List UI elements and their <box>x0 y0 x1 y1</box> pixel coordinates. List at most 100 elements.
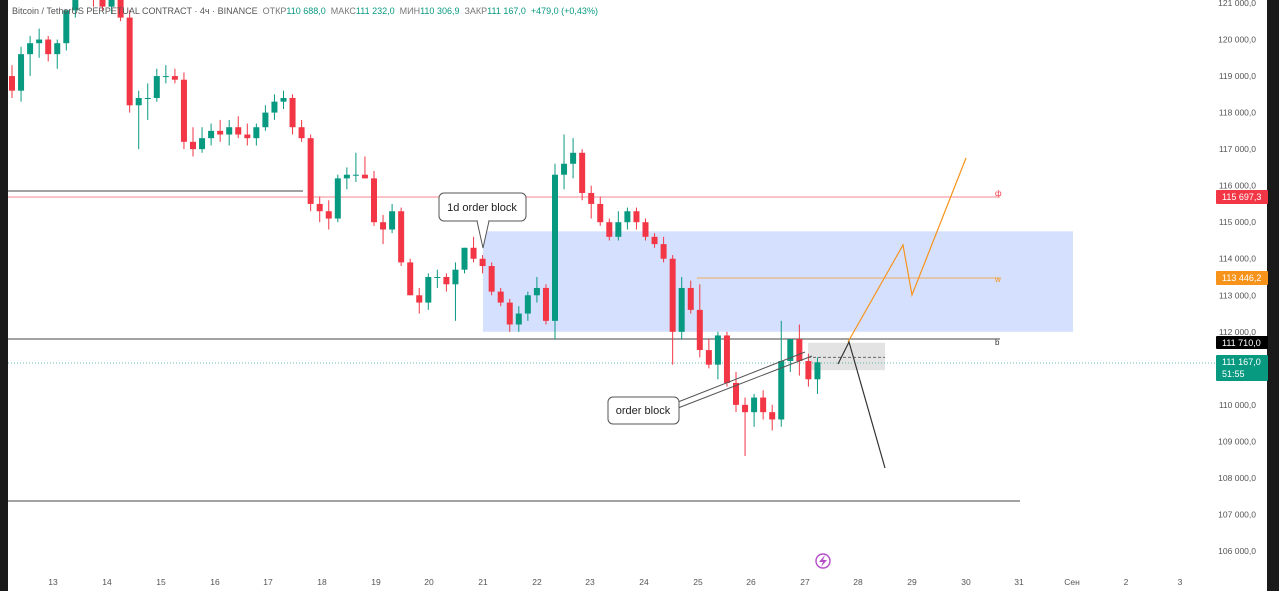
candle-body <box>769 412 776 420</box>
bearish-projection <box>837 340 886 469</box>
line-tag-1: w <box>994 275 1001 284</box>
x-tick-label: 17 <box>263 577 273 587</box>
candle-body <box>280 97 287 102</box>
x-tick-label: 22 <box>532 577 542 587</box>
candle-body <box>316 203 323 212</box>
x-tick-label: 31 <box>1014 577 1024 587</box>
candle-body <box>407 262 414 296</box>
x-tick-label: 29 <box>907 577 917 587</box>
candle-body <box>226 127 233 135</box>
candle-body <box>361 174 368 179</box>
x-tick-label: 27 <box>800 577 810 587</box>
candle-body <box>434 277 441 278</box>
candle-body <box>334 178 341 219</box>
candle-body <box>253 127 260 139</box>
x-tick-label: Сен <box>1064 577 1080 587</box>
callout-1d-arrow <box>476 220 490 249</box>
candle-body <box>606 222 613 237</box>
x-tick-label: 20 <box>424 577 434 587</box>
candle-body <box>45 39 52 55</box>
candle-body <box>380 222 387 230</box>
candle-body <box>99 0 106 7</box>
candle-body <box>705 350 712 365</box>
candle-body <box>506 302 513 325</box>
x-tick-label: 14 <box>102 577 112 587</box>
candle-body <box>624 211 631 223</box>
candle-body <box>199 138 206 150</box>
candle-body <box>470 247 477 259</box>
callout-pointer-b <box>677 355 813 409</box>
line-tag-2: b <box>995 338 1000 347</box>
candle-body <box>425 277 432 303</box>
candle-body <box>9 76 15 91</box>
high-label: МАКС <box>330 6 356 16</box>
x-tick-label: 28 <box>853 577 863 587</box>
candle-body <box>244 134 251 139</box>
candle-body <box>262 112 269 128</box>
candle-body <box>588 192 595 204</box>
symbol-title: Bitcoin / TetherUS PERPETUAL CONTRACT · … <box>12 6 258 16</box>
x-tick-label: 16 <box>210 577 220 587</box>
close-label: ЗАКР <box>464 6 488 16</box>
candle-body <box>796 339 803 362</box>
y-tick-label: 120 000,0 <box>1218 35 1256 45</box>
x-tick-label: 18 <box>317 577 327 587</box>
y-tick-label: 117 000,0 <box>1219 144 1256 154</box>
candle-body <box>479 258 486 267</box>
y-tick-label: 114 000,0 <box>1219 254 1256 264</box>
lightning-icon <box>815 553 831 569</box>
candle-body <box>126 17 133 106</box>
candle-body <box>63 10 70 44</box>
callout-1d-mask <box>478 219 488 222</box>
open-value: 110 688,0 <box>286 6 326 16</box>
y-tick-label: 121 000,0 <box>1218 0 1256 8</box>
price-label-box <box>1216 355 1268 381</box>
candle-body <box>787 339 794 362</box>
candle-body <box>352 174 359 176</box>
candle-body <box>135 97 142 106</box>
candle-body <box>235 127 242 135</box>
price-label-box <box>1216 271 1268 285</box>
candle-body <box>389 211 396 230</box>
x-tick-label: 24 <box>639 577 649 587</box>
y-tick-label: 119 000,0 <box>1219 71 1256 81</box>
callout-pointer-a <box>677 351 806 403</box>
candle-body <box>615 222 622 237</box>
change-value: +479,0 (+0,43%) <box>530 6 598 16</box>
bullish-projection <box>847 157 967 343</box>
candle-body <box>117 0 124 18</box>
candle-body <box>298 127 305 139</box>
price-label-sub: 51:55 <box>1222 369 1245 379</box>
candle-body <box>307 138 314 204</box>
candle-body <box>660 244 667 259</box>
line-tag-0: ф <box>995 189 1002 198</box>
x-tick-label: 25 <box>693 577 703 587</box>
price-label-box <box>1216 336 1268 349</box>
x-tick-label: 13 <box>48 577 58 587</box>
x-tick-label: 2 <box>1124 577 1129 587</box>
candle-body <box>669 258 676 332</box>
candle-body <box>190 141 196 150</box>
price-label-text: 113 446,2 <box>1222 273 1261 283</box>
y-tick-label: 116 000,0 <box>1219 181 1256 191</box>
y-tick-label: 110 000,0 <box>1219 400 1256 410</box>
candle-body <box>696 309 703 351</box>
x-tick-label: 21 <box>478 577 488 587</box>
candle-body <box>524 295 531 314</box>
candle-body <box>54 43 61 55</box>
candle-body <box>416 295 423 303</box>
candle-body <box>805 361 812 380</box>
candle-body <box>542 287 549 321</box>
x-tick-label: 26 <box>746 577 756 587</box>
y-tick-label: 118 000,0 <box>1219 108 1256 118</box>
candle-body <box>552 174 558 321</box>
candle-body <box>778 361 785 420</box>
price-label-text: 115 697,3 <box>1222 192 1261 202</box>
open-label: ОТКР <box>262 6 287 16</box>
candle-body <box>108 0 115 7</box>
candle-body <box>597 203 604 223</box>
candle-body <box>18 54 25 91</box>
y-tick-label: 106 000,0 <box>1218 546 1256 556</box>
